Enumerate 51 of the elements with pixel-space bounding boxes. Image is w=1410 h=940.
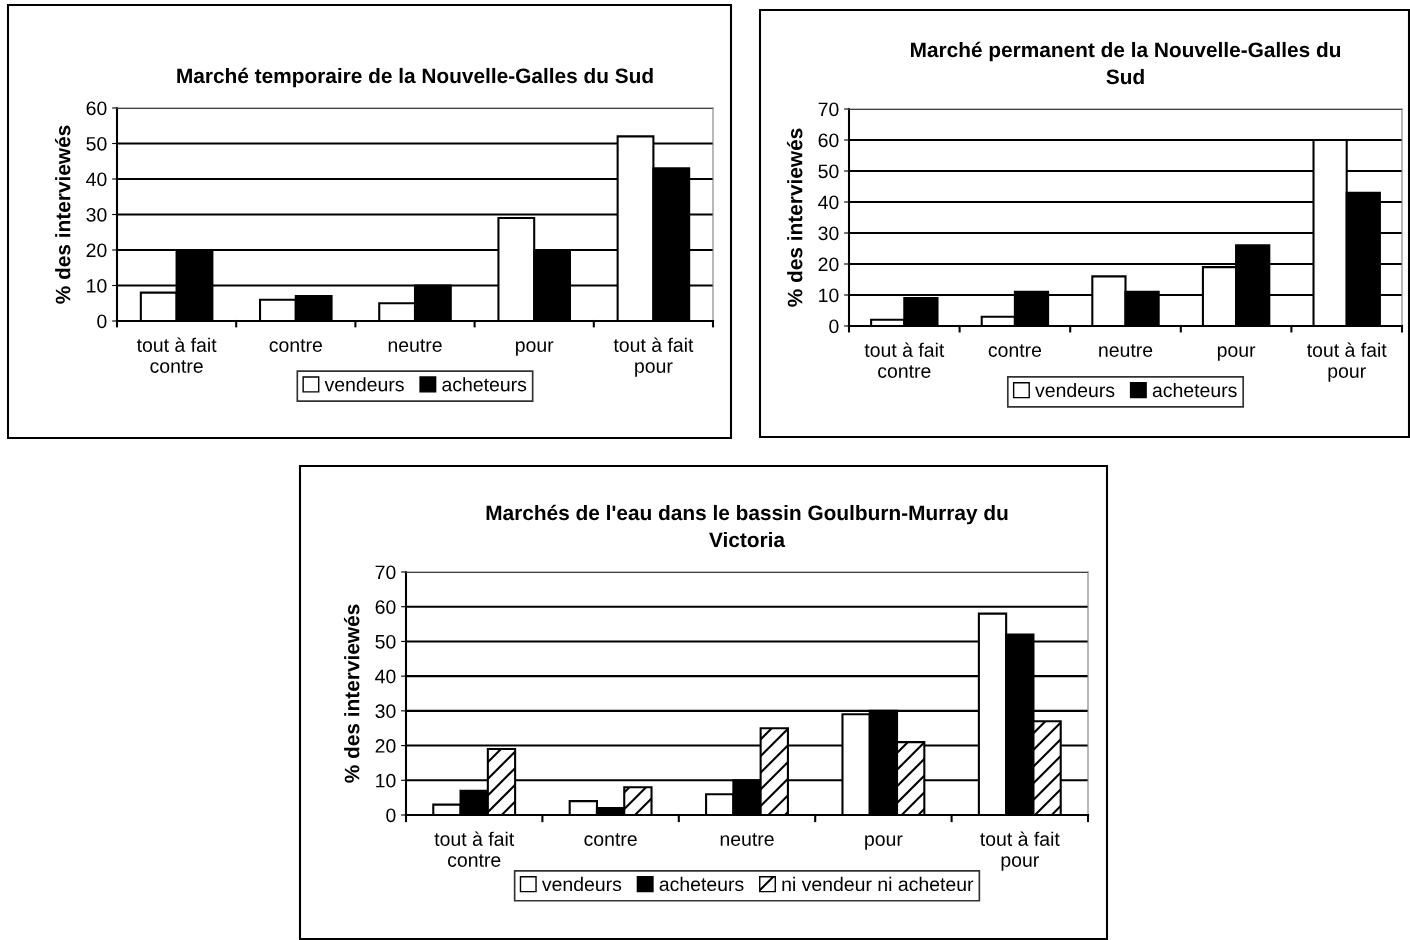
y-tick-label: 40 [86,172,107,187]
x-tick-label: neutre [388,339,442,352]
y-tick-label: 0 [97,314,107,329]
y-tick-label: 60 [375,600,396,614]
x-tick-label: contre [584,833,637,846]
y-tick-label: 50 [818,164,839,179]
legend-label: acheteurs [1152,382,1237,398]
y-axis-title: % des interviewés [786,128,803,307]
legend-label: vendeurs [324,377,404,392]
legend-label: vendeurs [541,876,622,892]
x-tick-label: neutre [720,833,774,846]
x-tick-label: tout à fait contre [864,342,945,378]
y-tick-label: 40 [375,669,396,684]
x-tick-label: tout à fait pour [980,831,1060,871]
x-tick-label: tout à fait pour [1307,342,1387,382]
y-tick-label: 30 [86,207,107,222]
x-tick-label: pour [865,835,903,850]
y-tick-label: 20 [86,243,107,258]
y-tick-label: 0 [829,319,839,334]
x-tick-label: contre [988,344,1042,357]
y-tick-label: 70 [818,102,839,117]
y-axis-title: % des interviewés [343,604,360,783]
x-tick-label: contre [269,339,322,352]
y-tick-label: 10 [87,278,107,293]
y-tick-label: 0 [386,808,396,823]
chart-title: Marchés de l'eau dans le bassin Goulburn-Murray du Victoria [486,504,1008,548]
x-tick-label: tout à fait pour [613,337,694,377]
y-tick-label: 10 [819,288,839,303]
chart-title: Marché permanent de la Nouvelle-Galles du Sud [910,41,1341,85]
x-tick-label: tout à fait contre [136,337,217,373]
chart-title: Marché temporaire de la Nouvelle-Galles du Sud [177,67,653,88]
legend-label: vendeurs [1035,382,1115,398]
y-tick-label: 10 [376,773,396,788]
y-tick-label: 50 [86,136,107,151]
y-tick-label: 60 [818,133,839,148]
x-tick-label: pour [516,341,554,356]
y-tick-label: 60 [86,101,107,116]
y-tick-label: 40 [818,195,839,210]
y-tick-label: 70 [375,565,396,580]
y-tick-label: 30 [818,226,839,241]
y-tick-label: 30 [375,704,396,719]
y-tick-label: 20 [818,257,839,272]
legend-label: acheteurs [442,377,527,392]
legend-label: ni vendeur ni acheteur [782,876,974,892]
y-axis-title: % des interviewés [54,125,71,304]
y-tick-label: 50 [375,634,396,649]
x-tick-label: pour [1217,346,1256,361]
legend-label: acheteurs [659,876,744,892]
x-tick-label: tout à fait contre [434,831,515,867]
y-tick-label: 20 [375,739,396,753]
x-tick-label: neutre [1099,344,1153,357]
